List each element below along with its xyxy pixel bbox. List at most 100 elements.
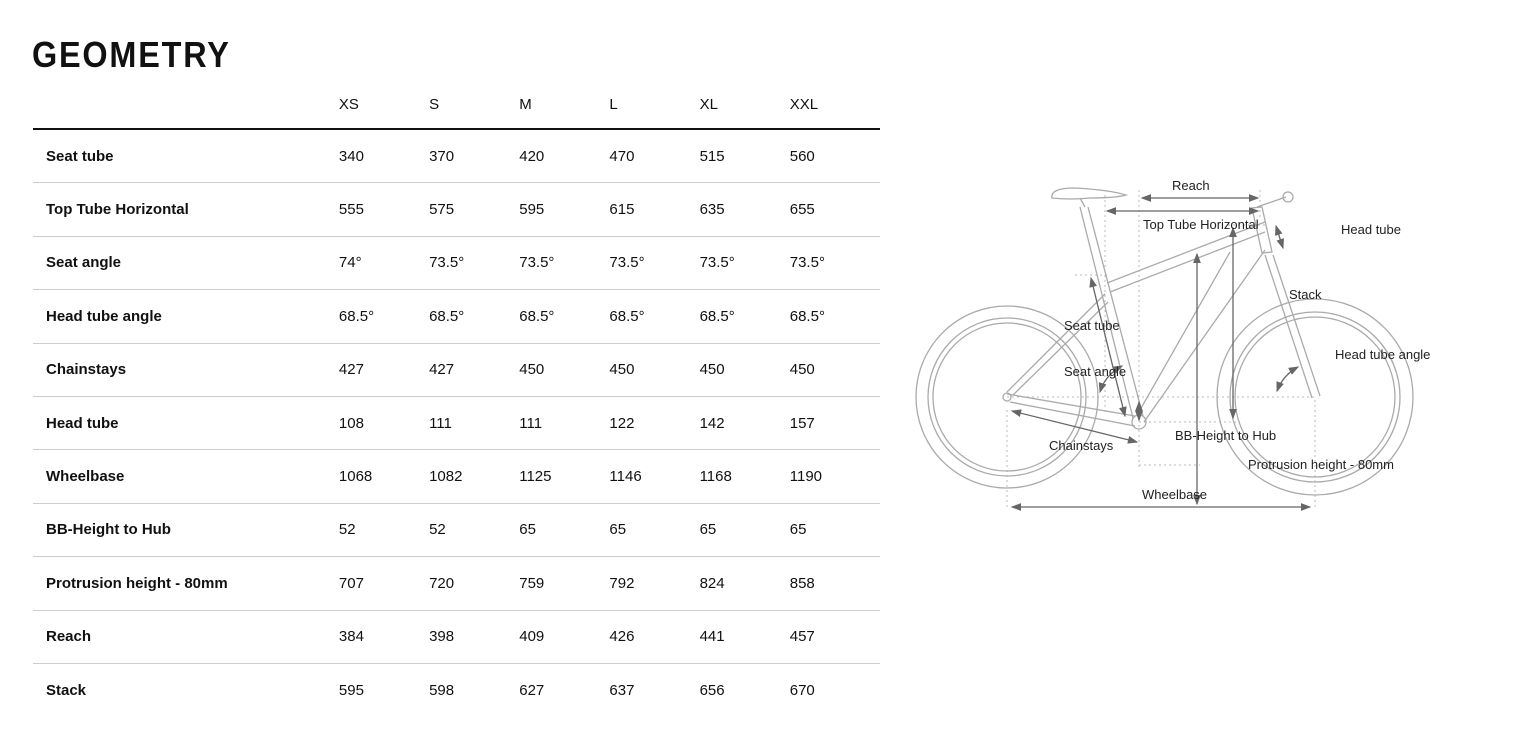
cell-value: 656 bbox=[699, 681, 725, 699]
label-chainstays: Chainstays bbox=[1049, 438, 1114, 453]
table-row: BB-Height to Hub 52 52 65 65 65 65 bbox=[33, 503, 880, 558]
cell-value: 720 bbox=[429, 556, 520, 611]
cell-value: 595 bbox=[338, 681, 364, 699]
cell-value: 65 bbox=[609, 503, 700, 558]
cell-value: 68.5° bbox=[429, 289, 520, 344]
row-label: Chainstays bbox=[33, 343, 339, 397]
stem bbox=[1256, 196, 1287, 208]
cell-value: 73.5° bbox=[609, 236, 700, 291]
table-row: Head tube 108 111 111 122 142 157 bbox=[33, 396, 880, 451]
cell-value: 824 bbox=[699, 556, 790, 611]
cell-value: 68.5° bbox=[699, 289, 790, 344]
cell-value: 108 bbox=[338, 396, 430, 451]
cell-value: 398 bbox=[429, 610, 520, 664]
bike-geometry-diagram: Reach Top Tube Horizontal Head tube Stac… bbox=[915, 178, 1430, 511]
row-label: Stack bbox=[46, 681, 87, 699]
cell-value: 457 bbox=[789, 610, 880, 664]
cell-value: 142 bbox=[699, 396, 790, 451]
row-label: Wheelbase bbox=[33, 449, 339, 504]
row-label: Protrusion height - 80mm bbox=[33, 556, 339, 611]
size-header-l: L bbox=[609, 80, 700, 130]
seat-tube bbox=[1079, 206, 1144, 419]
table-row: Protrusion height - 80mm 707 720 759 792 824 8… bbox=[33, 556, 880, 611]
fork bbox=[1264, 254, 1321, 399]
table-row: Top Tube Horizontal 555 575 595 615 635 655 bbox=[33, 182, 880, 237]
label-protrusion: Protrusion height - 80mm bbox=[1248, 457, 1394, 472]
cell-value: 595 bbox=[519, 182, 610, 237]
cell-value: 73.5° bbox=[699, 236, 790, 291]
row-label: Head tube bbox=[33, 396, 339, 451]
seatstay bbox=[1006, 293, 1109, 396]
cell-value: 615 bbox=[609, 182, 700, 237]
row-label: Seat tube bbox=[33, 129, 339, 184]
row-label: BB-Height to Hub bbox=[33, 503, 339, 558]
cell-value: 1190 bbox=[789, 449, 880, 504]
table-header: XS S M L XL XXL bbox=[33, 80, 880, 130]
size-header-xl: XL bbox=[699, 80, 790, 130]
cell-value: 65 bbox=[789, 503, 880, 558]
cell-value: 555 bbox=[338, 182, 430, 237]
cell-value: 409 bbox=[519, 610, 610, 664]
cell-value: 73.5° bbox=[429, 236, 520, 291]
cell-value: 450 bbox=[699, 343, 790, 397]
cell-value: 635 bbox=[699, 182, 790, 237]
size-header-xxl: XXL bbox=[789, 80, 880, 130]
cell-value: 111 bbox=[519, 396, 610, 451]
label-seat-angle: Seat angle bbox=[1064, 364, 1126, 379]
cell-value: 52 bbox=[429, 503, 520, 558]
row-label: Head tube angle bbox=[33, 289, 339, 344]
cell-value: 655 bbox=[789, 182, 880, 237]
cell-value: 68.5° bbox=[609, 289, 700, 344]
cell-value: 627 bbox=[519, 681, 545, 699]
dimension-arrows bbox=[1010, 194, 1312, 511]
front-wheel bbox=[1216, 298, 1414, 496]
cell-value: 1168 bbox=[699, 449, 790, 504]
cell-value: 427 bbox=[338, 343, 430, 397]
table-row: Wheelbase 1068 1082 1125 1146 1168 1190 bbox=[33, 449, 880, 504]
cell-value: 450 bbox=[609, 343, 700, 397]
cell-value: 575 bbox=[429, 182, 520, 237]
chainstay bbox=[1006, 393, 1136, 427]
cell-value: 370 bbox=[429, 129, 520, 184]
cell-value: 598 bbox=[429, 681, 455, 699]
cell-value: 470 bbox=[609, 129, 700, 184]
cell-value: 111 bbox=[429, 396, 520, 451]
label-top-tube: Top Tube Horizontal bbox=[1143, 217, 1259, 232]
label-seat-tube: Seat tube bbox=[1064, 318, 1120, 333]
page-title: GEOMETRY bbox=[32, 34, 231, 75]
cell-value: 65 bbox=[699, 503, 790, 558]
top-tube bbox=[1106, 221, 1266, 293]
cell-value: 792 bbox=[609, 556, 700, 611]
cell-value: 1125 bbox=[519, 449, 610, 504]
cell-value: 73.5° bbox=[789, 236, 880, 291]
cell-value: 68.5° bbox=[789, 289, 880, 344]
cell-value: 122 bbox=[609, 396, 700, 451]
table-row: Seat tube 340 370 420 470 515 560 bbox=[33, 129, 880, 184]
cell-value: 52 bbox=[338, 503, 430, 558]
size-header-s: S bbox=[429, 80, 520, 130]
row-label: Top Tube Horizontal bbox=[33, 182, 339, 237]
cell-value: 427 bbox=[429, 343, 520, 397]
label-reach: Reach bbox=[1172, 178, 1210, 193]
label-stack: Stack bbox=[1289, 287, 1322, 302]
cell-value: 68.5° bbox=[338, 289, 430, 344]
cell-value: 441 bbox=[699, 610, 790, 664]
cell-value: 637 bbox=[609, 681, 635, 699]
size-header-m: M bbox=[519, 80, 610, 130]
cell-value: 65 bbox=[519, 503, 610, 558]
cell-value: 1082 bbox=[429, 449, 520, 504]
cell-value: 707 bbox=[338, 556, 430, 611]
cell-value: 1146 bbox=[609, 449, 700, 504]
cell-value: 426 bbox=[609, 610, 700, 664]
cell-value: 515 bbox=[699, 129, 790, 184]
cell-value: 384 bbox=[338, 610, 430, 664]
cell-value: 73.5° bbox=[519, 236, 610, 291]
cell-value: 560 bbox=[789, 129, 880, 184]
cell-value: 157 bbox=[789, 396, 880, 451]
bike-outline bbox=[915, 187, 1414, 496]
cell-value: 1068 bbox=[338, 449, 430, 504]
table-row: Reach 384 398 409 426 441 457 bbox=[33, 610, 880, 664]
table-row: Stack 595 598 627 637 656 670 bbox=[33, 663, 880, 716]
cell-value: 420 bbox=[519, 129, 610, 184]
saddle bbox=[1051, 187, 1129, 200]
